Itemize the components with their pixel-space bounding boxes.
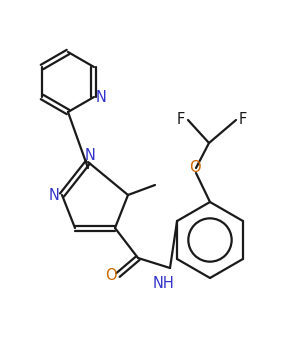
Text: F: F: [177, 111, 185, 126]
Text: N: N: [49, 188, 60, 202]
Text: N: N: [96, 89, 106, 105]
Text: NH: NH: [152, 275, 174, 290]
Text: O: O: [189, 160, 201, 174]
Text: N: N: [85, 147, 95, 163]
Text: F: F: [239, 111, 247, 126]
Text: O: O: [105, 269, 117, 283]
